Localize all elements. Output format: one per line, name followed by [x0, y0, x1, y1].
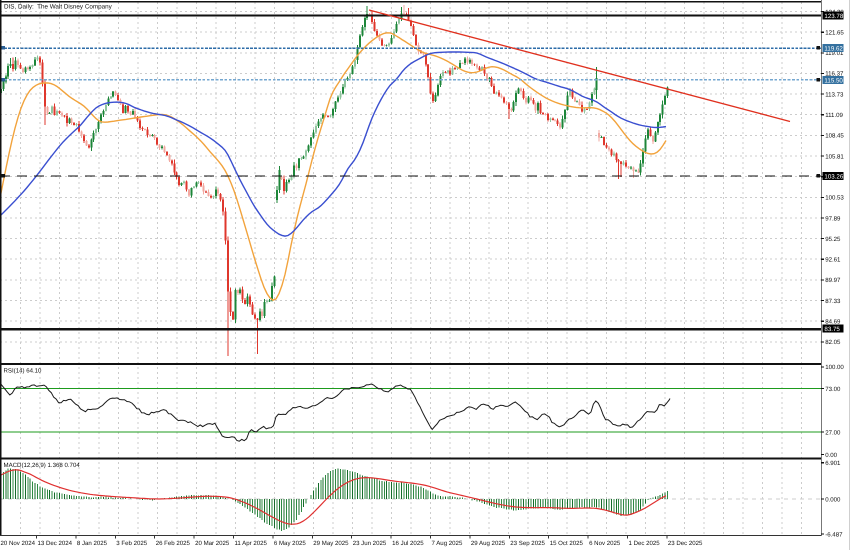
svg-text:100.00: 100.00 — [825, 364, 844, 371]
svg-text:26 Feb 2025: 26 Feb 2025 — [156, 540, 191, 547]
svg-text:29 May 2025: 29 May 2025 — [313, 540, 349, 547]
svg-text:7 Aug 2025: 7 Aug 2025 — [432, 540, 463, 547]
svg-text:23 Dec 2025: 23 Dec 2025 — [668, 540, 703, 547]
svg-text:1 Dec 2025: 1 Dec 2025 — [629, 540, 661, 547]
svg-text:97.89: 97.89 — [825, 215, 841, 222]
svg-text:103.26: 103.26 — [824, 173, 843, 180]
svg-text:87.33: 87.33 — [825, 298, 841, 305]
svg-text:-6.487: -6.487 — [825, 531, 843, 538]
svg-text:105.81: 105.81 — [825, 153, 844, 160]
svg-text:73.00: 73.00 — [825, 386, 841, 393]
svg-text:MACD(12,26,9) 1.368 0.704: MACD(12,26,9) 1.368 0.704 — [4, 462, 81, 469]
svg-text:115.50: 115.50 — [824, 78, 843, 85]
svg-text:15 Oct 2025: 15 Oct 2025 — [550, 540, 584, 547]
svg-text:20 Mar 2025: 20 Mar 2025 — [195, 540, 230, 547]
svg-text:23 Jun 2025: 23 Jun 2025 — [353, 540, 387, 547]
svg-text:3 Feb 2025: 3 Feb 2025 — [116, 540, 147, 547]
svg-text:123.78: 123.78 — [824, 13, 843, 20]
svg-text:95.25: 95.25 — [825, 236, 841, 243]
svg-text:0.00: 0.00 — [825, 452, 837, 459]
svg-text:119.01: 119.01 — [825, 50, 844, 57]
svg-text:100.53: 100.53 — [825, 195, 844, 202]
svg-text:11 Apr 2025: 11 Apr 2025 — [235, 540, 268, 547]
svg-text:116.37: 116.37 — [825, 71, 844, 78]
svg-text:6.901: 6.901 — [825, 460, 841, 467]
svg-text:84.69: 84.69 — [825, 318, 841, 325]
svg-text:23 Sep 2025: 23 Sep 2025 — [510, 540, 545, 547]
svg-text:113.73: 113.73 — [825, 91, 844, 98]
svg-text:6 May 2025: 6 May 2025 — [274, 540, 306, 547]
svg-text:82.05: 82.05 — [825, 339, 841, 346]
svg-text:8 Jan 2025: 8 Jan 2025 — [77, 540, 108, 547]
svg-text:DIS, Daily: The Walt Disney C: DIS, Daily: The Walt Disney Company — [4, 4, 113, 11]
svg-text:27.00: 27.00 — [825, 429, 841, 436]
svg-text:20 Nov 2024: 20 Nov 2024 — [1, 540, 36, 547]
svg-text:RSI(14) 64.10: RSI(14) 64.10 — [4, 368, 43, 375]
svg-text:111.09: 111.09 — [825, 112, 843, 119]
svg-text:121.65: 121.65 — [825, 29, 844, 36]
svg-text:108.45: 108.45 — [825, 133, 844, 140]
svg-text:0.000: 0.000 — [825, 496, 841, 503]
svg-text:16 Jul 2025: 16 Jul 2025 — [392, 540, 424, 547]
svg-text:29 Aug 2025: 29 Aug 2025 — [471, 540, 506, 547]
svg-text:92.61: 92.61 — [825, 257, 841, 264]
svg-text:13 Dec 2024: 13 Dec 2024 — [38, 540, 73, 547]
svg-text:83.75: 83.75 — [824, 326, 840, 333]
svg-text:119.62: 119.62 — [824, 45, 843, 52]
svg-text:6 Nov 2025: 6 Nov 2025 — [589, 540, 621, 547]
svg-text:89.97: 89.97 — [825, 277, 841, 284]
